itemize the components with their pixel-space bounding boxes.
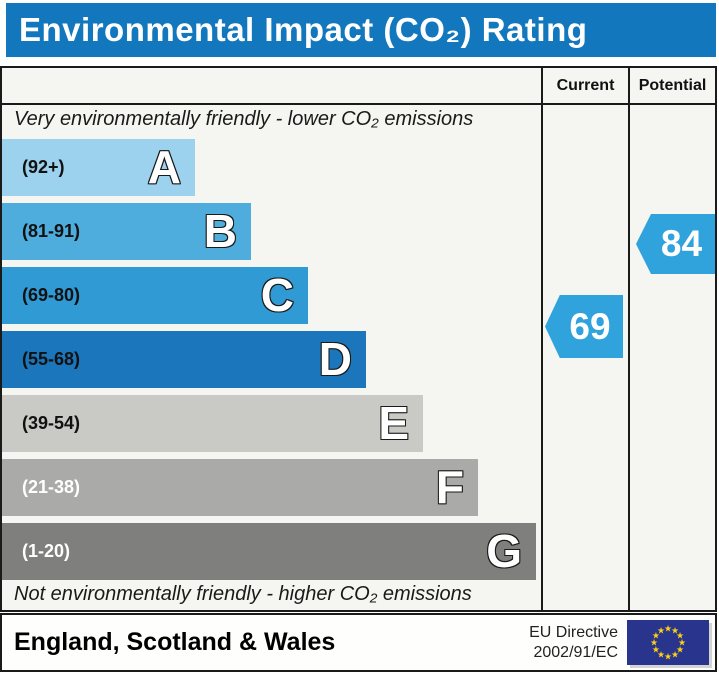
rating-chart: Current Potential Very environmentally f…: [0, 66, 717, 612]
band-letter: G: [485, 524, 523, 578]
region-label: England, Scotland & Wales: [14, 628, 336, 656]
svg-text:★: ★: [664, 653, 672, 663]
bottom-caption: Not environmentally friendly - higher CO…: [14, 583, 472, 605]
title-bar: Environmental Impact (CO₂) Rating: [6, 3, 716, 57]
footer-bar: England, Scotland & Wales EU Directive 2…: [0, 613, 717, 672]
rating-band-b: (81-91) B: [2, 203, 251, 260]
svg-text:★: ★: [676, 632, 684, 642]
band-range-label: (69-80): [22, 285, 81, 305]
band-letter: B: [203, 204, 238, 258]
svg-text:★: ★: [671, 626, 679, 636]
potential-column-header: Potential: [638, 77, 707, 94]
header-divider-line: [2, 103, 715, 105]
band-range-label: (21-38): [22, 477, 81, 497]
svg-text:★: ★: [650, 639, 658, 649]
band-letter: E: [377, 396, 410, 450]
band-letter: A: [147, 140, 182, 194]
svg-text:★: ★: [652, 632, 660, 642]
potential-column-divider: [628, 68, 630, 610]
rating-band-c: (69-80) C: [2, 267, 308, 324]
band-letter: D: [318, 332, 353, 386]
eu-directive-label: EU Directive 2002/91/EC: [529, 623, 618, 663]
current-rating-arrow: 69: [545, 295, 623, 358]
current-column-header: Current: [556, 77, 615, 94]
band-range-label: (92+): [22, 157, 65, 177]
band-range-label: (81-91): [22, 221, 81, 241]
svg-text:★: ★: [678, 639, 686, 649]
top-caption: Very environmentally friendly - lower CO…: [14, 108, 474, 130]
eu-directive-line1: EU Directive: [529, 623, 618, 641]
band-range-label: (1-20): [22, 541, 71, 561]
rating-band-d: (55-68) D: [2, 331, 366, 388]
current-column-divider: [541, 68, 543, 610]
rating-band-a: (92+) A: [2, 139, 195, 196]
svg-text:★: ★: [657, 651, 665, 661]
current-rating-value: 69: [569, 305, 611, 347]
rating-band-g: (1-20) G: [2, 523, 536, 580]
rating-band-f: (21-38) F: [2, 459, 478, 516]
svg-text:★: ★: [652, 646, 660, 656]
svg-text:★: ★: [657, 626, 665, 636]
page-title: Environmental Impact (CO₂) Rating: [19, 11, 588, 48]
svg-text:★: ★: [664, 625, 672, 635]
band-letter: C: [260, 268, 295, 322]
eu-flag-icon: ★ ★ ★ ★ ★ ★ ★ ★ ★ ★ ★ ★: [627, 620, 709, 665]
rating-band-e: (39-54) E: [2, 395, 423, 452]
potential-rating-arrow: 84: [636, 214, 715, 274]
eu-directive-line2: 2002/91/EC: [533, 643, 618, 661]
band-range-label: (39-54): [22, 413, 81, 433]
band-letter: F: [435, 460, 465, 514]
potential-rating-value: 84: [660, 223, 703, 264]
svg-text:★: ★: [671, 651, 679, 661]
svg-text:★: ★: [676, 646, 684, 656]
band-range-label: (55-68): [22, 349, 81, 369]
